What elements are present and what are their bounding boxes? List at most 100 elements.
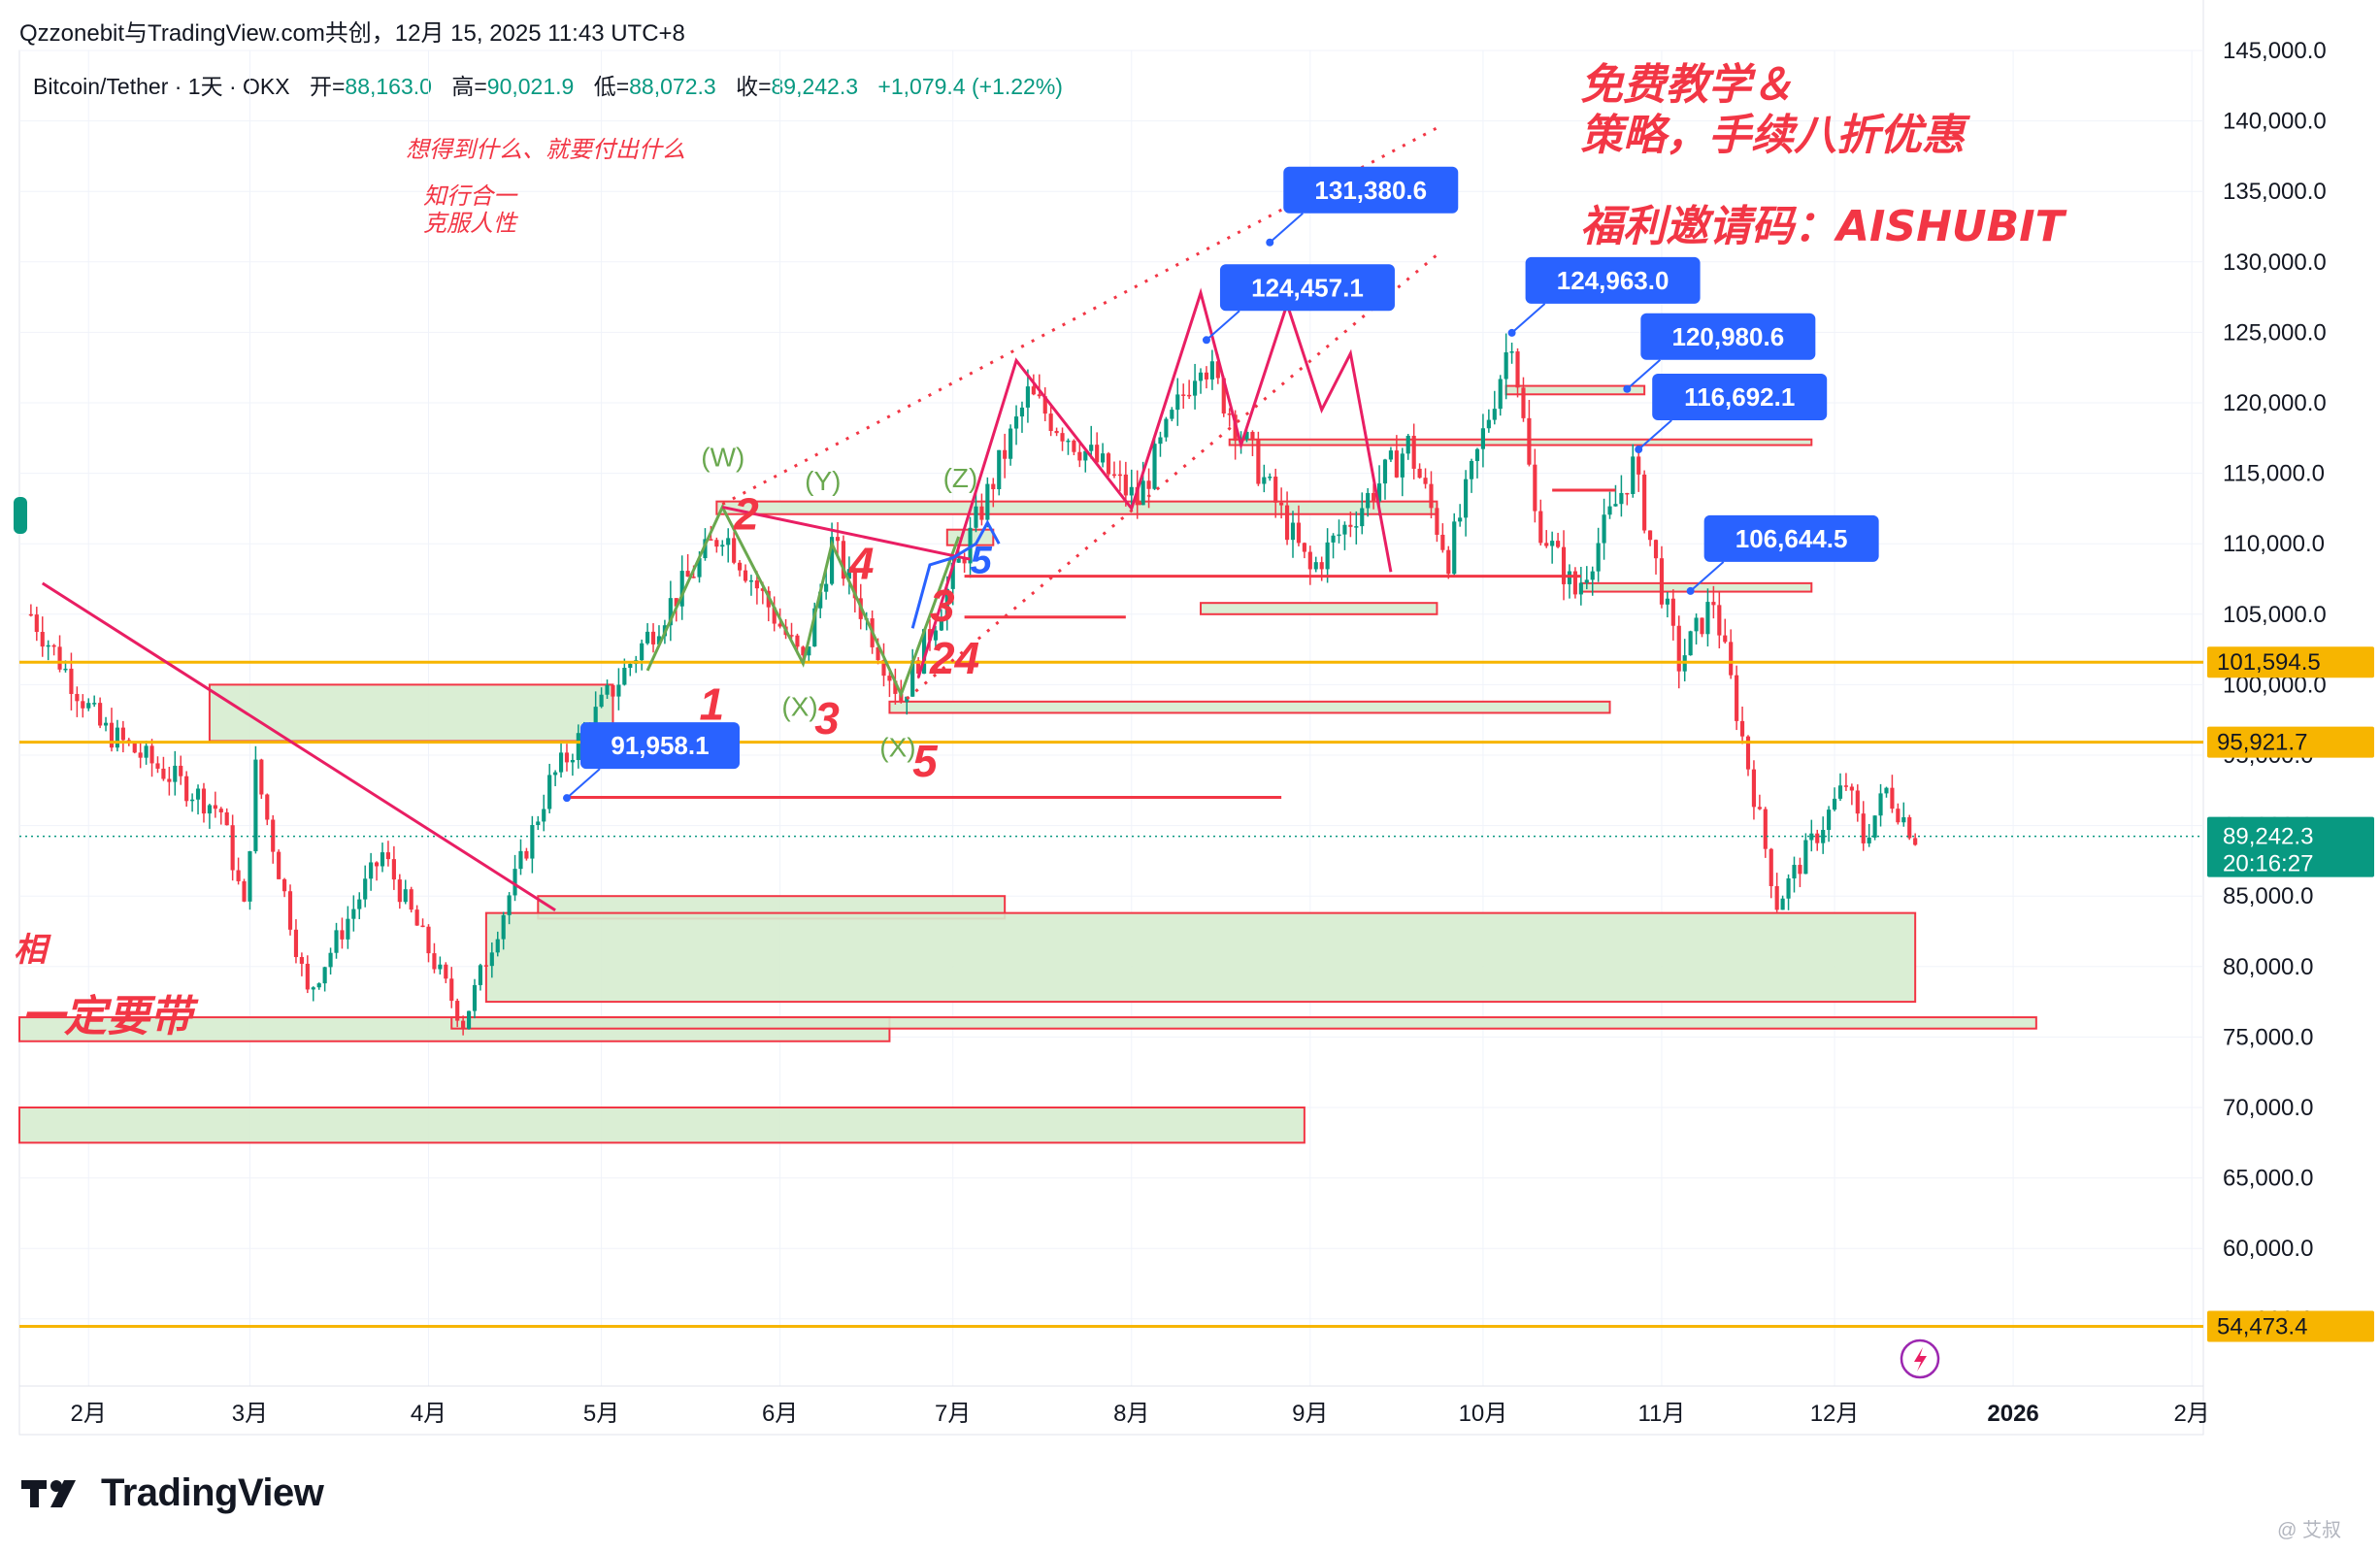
candle-body [253, 759, 258, 852]
candle-body [213, 805, 217, 810]
candle-body [1653, 540, 1659, 559]
candle-body [397, 879, 402, 903]
candle-body [1729, 642, 1734, 676]
supply-demand-zone [715, 500, 1438, 515]
candle-body [218, 809, 223, 812]
candle-body [1827, 810, 1832, 831]
callout-dot [562, 794, 571, 803]
candle-body [921, 629, 927, 675]
candle-body [173, 765, 178, 782]
candle-body [1711, 602, 1716, 606]
candle-body [28, 613, 33, 616]
candle-body [224, 811, 229, 826]
candle-body [1164, 418, 1169, 438]
candle-body [1429, 483, 1434, 509]
candle-body [236, 870, 241, 881]
supply-demand-zone [484, 911, 1917, 1004]
candle-body [1158, 437, 1163, 445]
candle-body [340, 930, 345, 940]
candle-body [483, 965, 488, 967]
candle-body [1867, 837, 1871, 843]
candle-body [1843, 785, 1849, 787]
candle-body [1458, 517, 1463, 522]
candle-body [939, 617, 943, 631]
candle-body [1037, 394, 1041, 397]
candle-body [1694, 617, 1699, 632]
candle-body [184, 776, 189, 802]
wave-pink-line [721, 505, 971, 561]
supply-demand-zone [450, 1016, 2037, 1030]
high-label: 高= [451, 74, 487, 99]
candle-body [478, 965, 483, 985]
symbol-ohlc-line: Bitcoin/Tether · 1天 · OKX 开=88,163.0 高=9… [33, 68, 1063, 101]
candle-body [69, 668, 74, 694]
candle-body [1739, 720, 1745, 737]
x-tick-label: 2月 [71, 1401, 107, 1427]
callout-label: 124,963.0 [1557, 266, 1669, 295]
candle-body [835, 537, 841, 542]
callout-dot [1686, 586, 1695, 595]
candle-body [1452, 521, 1457, 575]
candle-body [1676, 625, 1681, 672]
y-tick-label: 70,000.0 [2223, 1095, 2313, 1121]
candle-body [1337, 534, 1341, 537]
candle-body [1376, 483, 1382, 502]
candle-body [881, 660, 886, 677]
wave-label-green: (Y) [805, 466, 841, 496]
symbol-name[interactable]: Bitcoin/Tether · 1天 · OKX [33, 74, 290, 99]
candle-body [1907, 817, 1912, 839]
candle-body [403, 889, 408, 903]
candle-body [1411, 435, 1416, 469]
candle-body [1763, 809, 1768, 849]
candle-body [950, 562, 955, 589]
candle-body [1901, 817, 1906, 823]
candle-body [1440, 534, 1445, 550]
left-edge-marker [14, 497, 27, 534]
candle-body [611, 685, 615, 697]
candle-body [1590, 571, 1595, 580]
candle-body [1331, 535, 1336, 543]
candle-body [472, 984, 478, 1011]
candle-body [1469, 460, 1474, 479]
candle-body [1360, 508, 1365, 527]
candle-body [1405, 435, 1410, 454]
candle-body [997, 449, 1002, 490]
candle-body [542, 809, 546, 822]
candle-body [1705, 602, 1710, 635]
candle-body [754, 579, 759, 589]
note-left-cut: 一定要带 [21, 992, 199, 1041]
candle-body [1878, 793, 1883, 816]
candle-body [115, 727, 120, 748]
candle-body [287, 891, 293, 930]
y-tick-label: 60,000.0 [2223, 1236, 2313, 1262]
candle-body [46, 644, 50, 647]
x-tick-label: 8月 [1113, 1401, 1149, 1427]
y-tick-label: 120,000.0 [2223, 390, 2327, 416]
candle-body [1556, 541, 1561, 547]
candle-body [81, 701, 85, 709]
candle-body [334, 930, 339, 953]
candle-body [1884, 787, 1889, 794]
candle-body [34, 614, 39, 633]
candle-body [674, 598, 678, 607]
tradingview-logo[interactable]: TradingView [21, 1471, 324, 1515]
candle-body [1896, 809, 1901, 823]
callout-box [579, 722, 740, 770]
candle-body [1855, 790, 1860, 814]
callout-box [1525, 256, 1701, 304]
close-label: 收= [736, 74, 772, 99]
supply-demand-zone [888, 700, 1611, 714]
candle-body [1670, 598, 1675, 626]
candle-body [887, 676, 892, 681]
candle-body [1474, 448, 1480, 461]
candle-body [846, 569, 851, 579]
price-chart[interactable]: 145,000.0 140,000.0 135,000.0 130,000.0 125,… [0, 0, 2380, 1456]
candle-body [149, 745, 154, 764]
callout-dot [1623, 384, 1632, 393]
candle-body [801, 646, 806, 656]
supply-demand-zone [1200, 602, 1438, 615]
candle-body [605, 685, 610, 695]
candle-body [271, 819, 276, 852]
y-tick-label: 80,000.0 [2223, 954, 2313, 980]
x-tick-label: 10月 [1459, 1401, 1508, 1427]
